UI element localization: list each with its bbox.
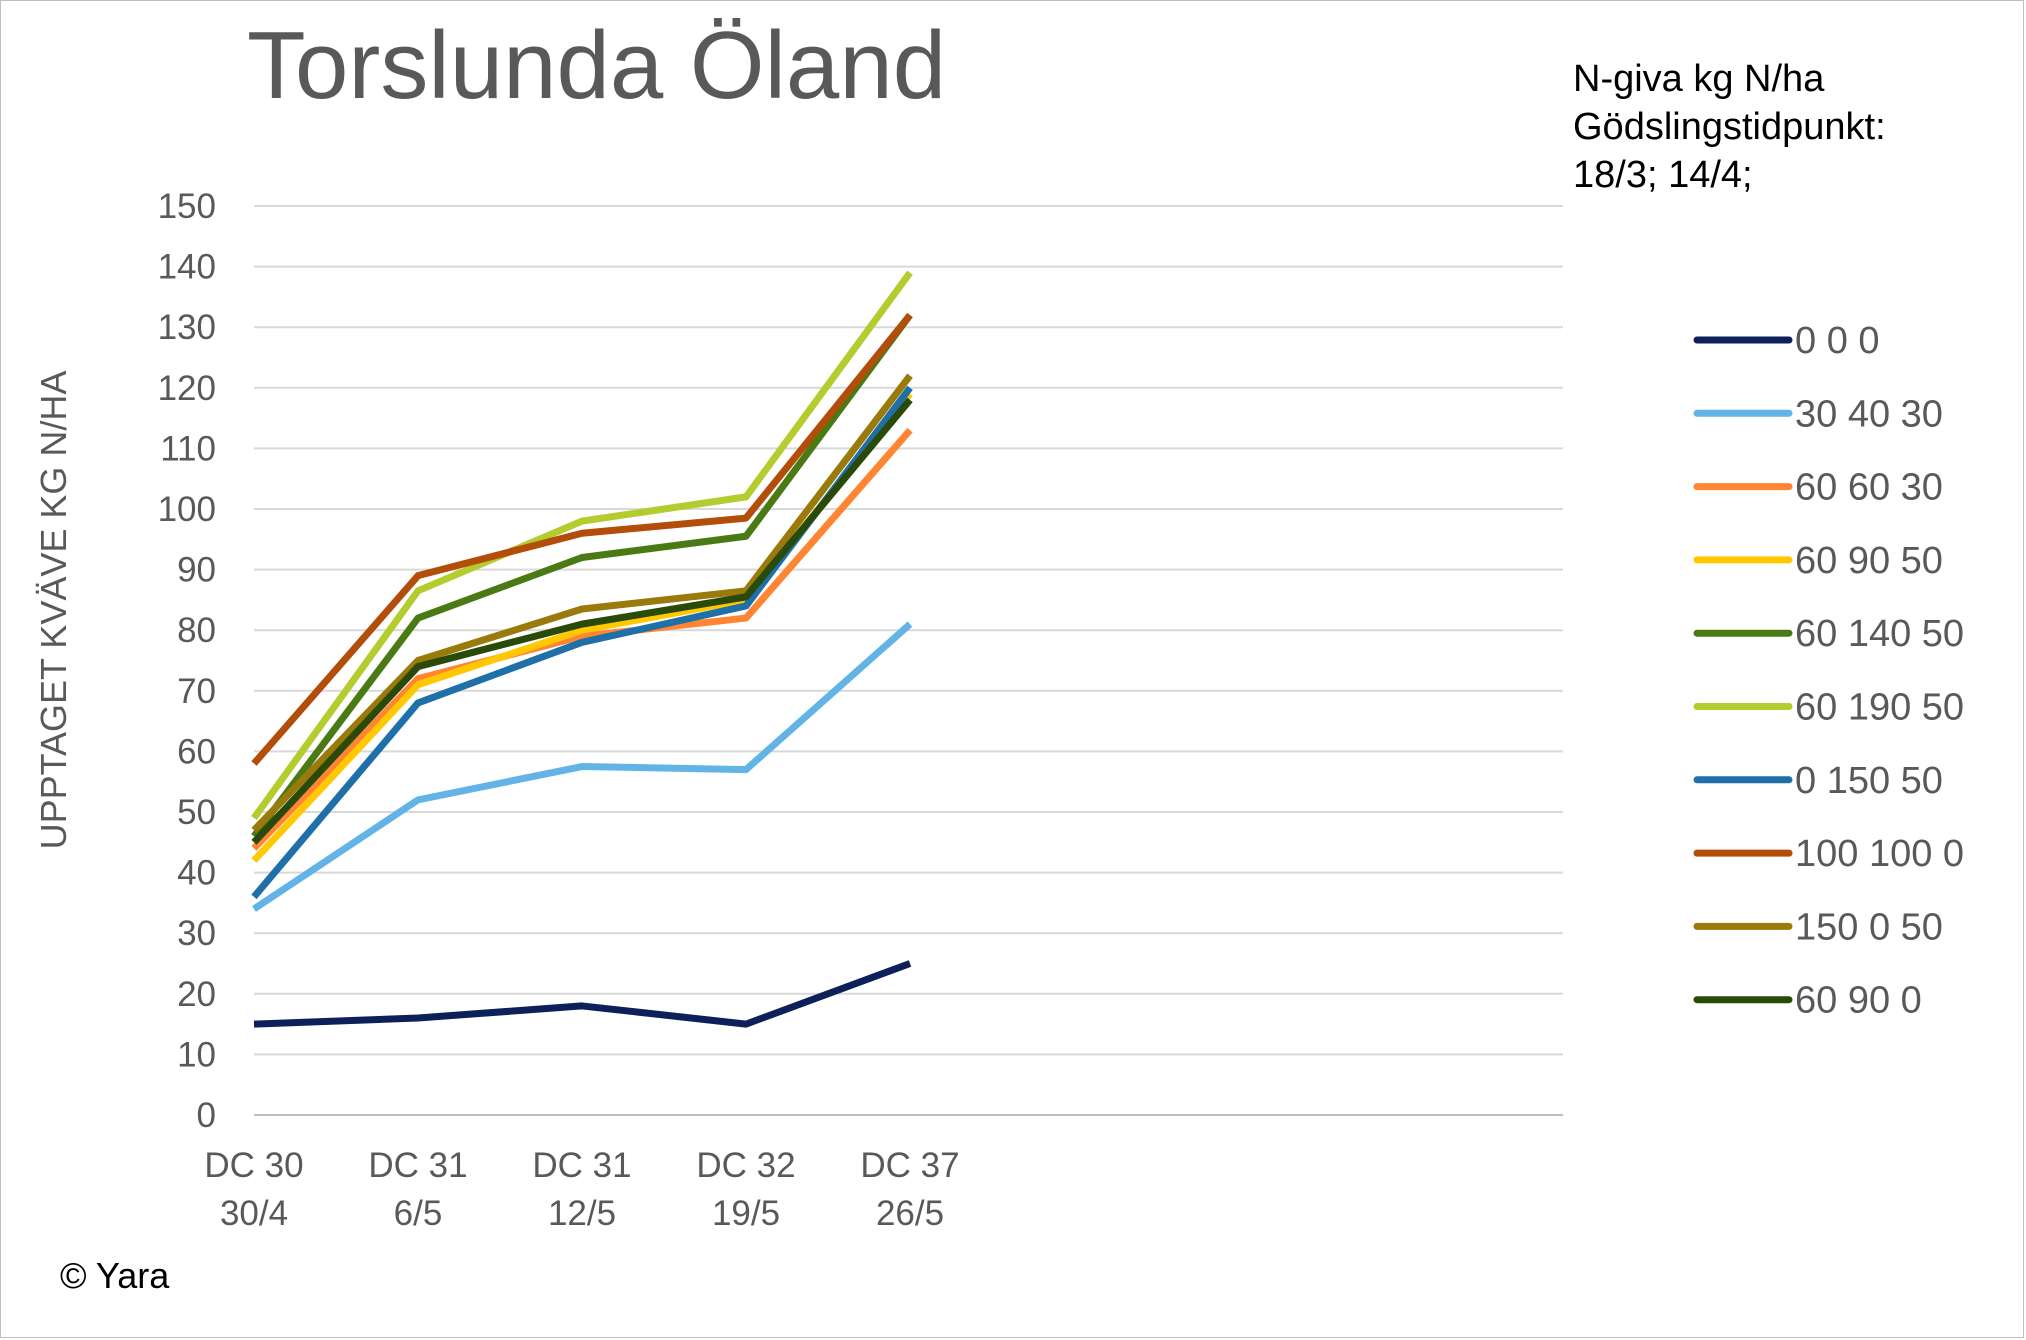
- x-tick-label: DC 31: [532, 1146, 631, 1185]
- series-line: [251, 427, 913, 851]
- legend-label: 60 60 30: [1795, 467, 1943, 509]
- x-tick-label: DC 32: [696, 1146, 795, 1185]
- legend-label: 0 150 50: [1795, 760, 1943, 802]
- x-axis-ticks: DC 30 30/4 DC 31 6/5 DC 31 12/5 DC 32 19/5 DC 37…: [204, 1146, 959, 1233]
- y-tick-label: 20: [177, 975, 216, 1014]
- y-tick-label: 140: [158, 248, 216, 287]
- chart-title: Torslunda Öland: [247, 12, 947, 119]
- series-line: [252, 621, 913, 912]
- fertilizer-note-line-3: 18/3; 14/4;: [1573, 154, 1753, 196]
- legend-label: 30 40 30: [1795, 393, 1943, 435]
- legend-label: 100 100 0: [1795, 833, 1964, 875]
- y-tick-label: 50: [177, 793, 216, 832]
- x-tick-label: 26/5: [876, 1194, 944, 1233]
- series-line: [251, 312, 913, 766]
- legend-label: 60 90 50: [1795, 540, 1943, 582]
- series-line: [251, 270, 913, 821]
- series-line: [251, 397, 913, 845]
- y-tick-label: 0: [197, 1096, 216, 1135]
- y-tick-label: 150: [158, 187, 216, 226]
- series-lines: [251, 270, 913, 1028]
- legend-label: 150 0 50: [1795, 906, 1943, 948]
- series-line: [251, 373, 913, 833]
- x-tick-label: DC 30: [204, 1146, 303, 1185]
- legend: 0 0 0 30 40 30 60 60 30 60 90 50 60 140 50 60…: [1693, 320, 1964, 1022]
- x-tick-label: 19/5: [712, 1194, 780, 1233]
- fertilizer-note-line-1: N-giva kg N/ha: [1573, 58, 1825, 100]
- x-tick-label: DC 37: [860, 1146, 959, 1185]
- legend-label: 60 190 50: [1795, 687, 1964, 729]
- fertilizer-note-line-2: Gödslingstidpunkt:: [1573, 106, 1886, 148]
- y-tick-label: 110: [160, 429, 216, 468]
- y-tick-label: 120: [158, 369, 216, 408]
- x-tick-label: DC 31: [368, 1146, 467, 1185]
- legend-label: 0 0 0: [1795, 320, 1880, 362]
- series-line: [253, 960, 912, 1028]
- series-line: [251, 312, 913, 839]
- legend-label: 60 90 0: [1795, 980, 1922, 1022]
- y-tick-label: 130: [158, 308, 216, 347]
- y-tick-label: 100: [158, 490, 216, 529]
- y-tick-label: 10: [177, 1035, 216, 1074]
- x-tick-label: 6/5: [394, 1194, 443, 1233]
- y-tick-label: 90: [177, 551, 216, 590]
- legend-label: 60 140 50: [1795, 613, 1964, 655]
- x-tick-label: 12/5: [548, 1194, 616, 1233]
- x-tick-label: 30/4: [220, 1194, 288, 1233]
- copyright-text: © Yara: [60, 1255, 170, 1296]
- gridlines: [254, 205, 1563, 1116]
- y-tick-label: 70: [177, 672, 216, 711]
- y-tick-label: 60: [177, 732, 216, 771]
- y-axis-ticks: 0 10 20 30 40 50 60 70 80 90 100 110 120 130 140 150: [158, 187, 216, 1135]
- y-tick-label: 30: [177, 914, 216, 953]
- series-line: [251, 385, 913, 900]
- y-tick-label: 80: [177, 611, 216, 650]
- y-tick-label: 40: [177, 854, 216, 893]
